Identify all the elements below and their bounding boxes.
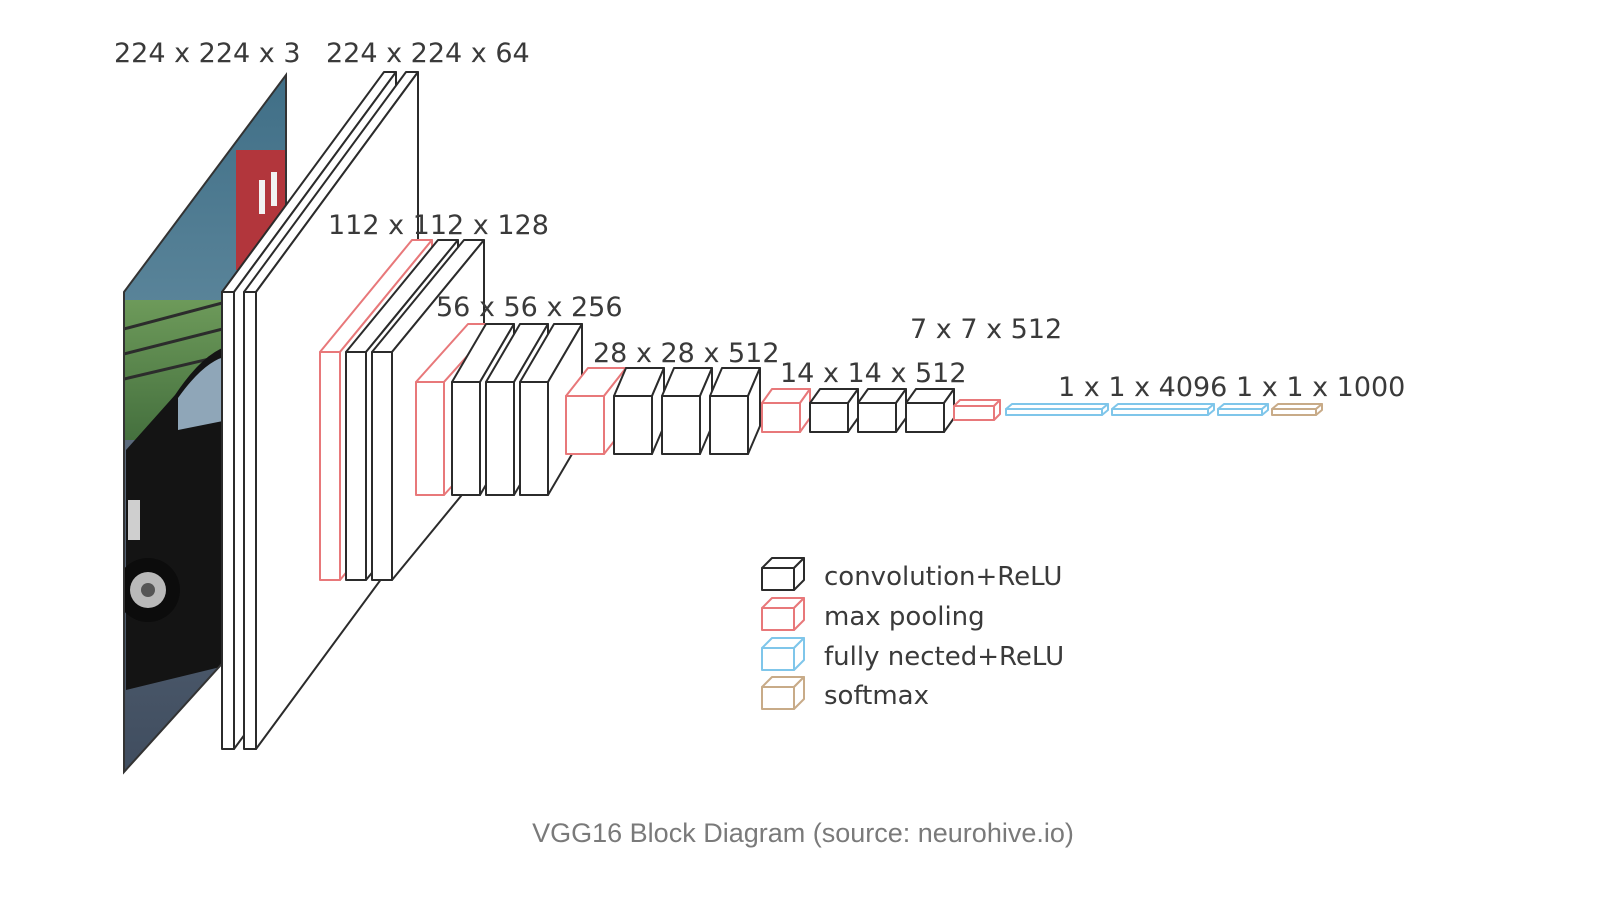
dim-label-fc: 1 x 1 x 4096 bbox=[1058, 372, 1227, 403]
pool4-block bbox=[761, 388, 811, 433]
conv5-1-block bbox=[809, 388, 859, 433]
network-layers bbox=[221, 71, 1323, 750]
legend: convolution+ReLU max pooling fully necte… bbox=[761, 557, 1064, 711]
legend-icon-pool bbox=[761, 597, 805, 631]
legend-icon-softmax bbox=[761, 676, 805, 710]
conv5-2-block bbox=[857, 388, 907, 433]
softmax-block bbox=[1271, 403, 1323, 416]
figure-caption: VGG16 Block Diagram (source: neurohive.i… bbox=[532, 818, 1074, 848]
fc2-block bbox=[1111, 403, 1215, 416]
legend-label-conv: convolution+ReLU bbox=[824, 562, 1062, 592]
fc3-block bbox=[1217, 403, 1269, 416]
pool5-block bbox=[953, 399, 1001, 421]
legend-label-pool: max pooling bbox=[824, 602, 985, 632]
conv4-1-block bbox=[613, 367, 665, 455]
conv4-2-block bbox=[661, 367, 713, 455]
dim-label-conv2: 112 x 112 x 128 bbox=[328, 210, 549, 241]
legend-label-softmax: softmax bbox=[824, 681, 929, 711]
dim-label-conv4: 28 x 28 x 512 bbox=[593, 338, 780, 369]
dim-label-conv1: 224 x 224 x 64 bbox=[326, 38, 530, 69]
conv5-3-block bbox=[905, 388, 955, 433]
dim-label-output: 1 x 1 x 1000 bbox=[1236, 372, 1405, 403]
fc1-block bbox=[1005, 403, 1109, 416]
dim-label-pool5: 7 x 7 x 512 bbox=[910, 314, 1062, 345]
dim-label-conv5: 14 x 14 x 512 bbox=[780, 358, 967, 389]
dim-label-input: 224 x 224 x 3 bbox=[114, 38, 301, 69]
dim-label-conv3: 56 x 56 x 256 bbox=[436, 292, 623, 323]
legend-label-fc: fully nected+ReLU bbox=[824, 642, 1064, 672]
legend-icon-conv bbox=[761, 557, 805, 591]
conv4-3-block bbox=[709, 367, 761, 455]
legend-icon-fc bbox=[761, 637, 805, 671]
